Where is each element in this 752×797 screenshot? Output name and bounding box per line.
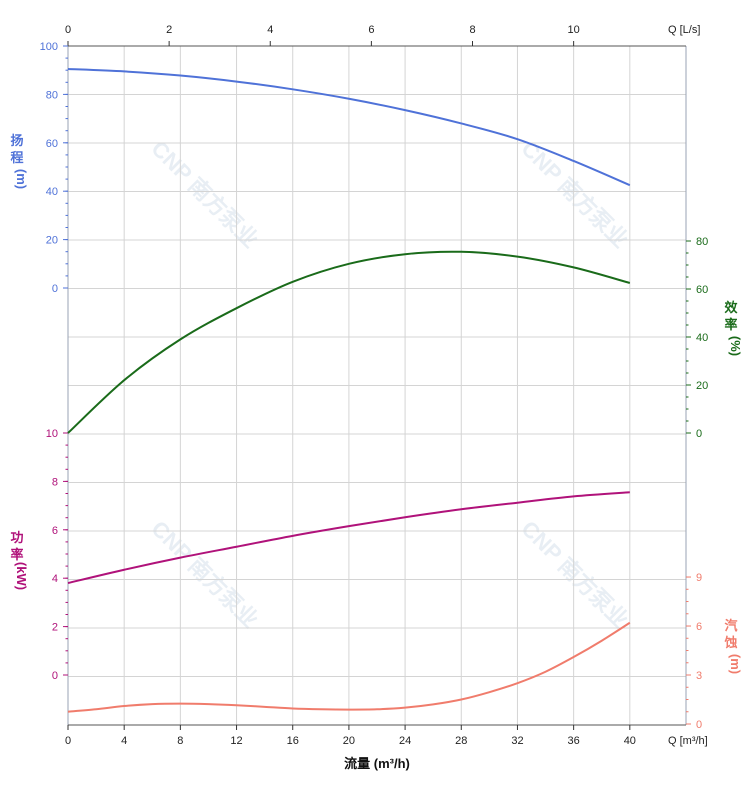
power-tick-label: 2 — [52, 622, 58, 634]
efficiency-tick-label: 80 — [696, 236, 708, 248]
power-label-char-2: 率 — [10, 547, 23, 562]
watermark-layer: CNP 南方泵业 CNP 南方泵业 CNP 南方泵业 CNP 南方泵业 — [146, 136, 633, 633]
watermark-2: CNP 南方泵业 — [146, 516, 263, 633]
power-label-char-1: 功 — [10, 530, 23, 545]
head-tick-label: 80 — [46, 89, 58, 101]
watermark-1: CNP 南方泵业 — [516, 136, 633, 253]
series-npsh-line — [67, 621, 631, 713]
head-label-char-1: 扬 — [10, 133, 23, 148]
x-tick-label-bottom: 12 — [230, 735, 242, 747]
head-label-char-2: 程 — [10, 150, 23, 165]
x-tick-label-top: 8 — [469, 24, 475, 36]
x-tick-label-bottom: 40 — [624, 735, 636, 747]
x-tick-label-top: 10 — [568, 24, 580, 36]
x-tick-label-bottom: 36 — [568, 735, 580, 747]
power-tick-label: 4 — [52, 573, 58, 585]
head-tick-label: 40 — [46, 186, 58, 198]
x-tick-label-bottom: 24 — [399, 735, 411, 747]
x-tick-label-bottom: 16 — [287, 735, 299, 747]
npsh-tick-label: 6 — [696, 621, 702, 633]
efficiency-label-unit: (%) — [728, 336, 743, 356]
efficiency-label-char-2: 率 — [724, 317, 737, 332]
x-tick-label-top: 2 — [166, 24, 172, 36]
head-tick-label: 100 — [40, 41, 58, 53]
npsh-label-char-1: 汽 — [724, 618, 737, 633]
x-tick-label-bottom: 4 — [121, 735, 127, 747]
x-tick-label-bottom: 20 — [343, 735, 355, 747]
npsh-tick-label: 9 — [696, 572, 702, 584]
power-label-unit: (kW) — [14, 562, 29, 590]
series-layer — [67, 67, 631, 713]
x-tick-label-bottom: 8 — [177, 735, 183, 747]
efficiency-tick-label: 40 — [696, 332, 708, 344]
x-tick-label-bottom: 32 — [511, 735, 523, 747]
power-tick-label: 8 — [52, 476, 58, 488]
head-tick-label: 60 — [46, 138, 58, 150]
head-tick-label: 0 — [52, 283, 58, 295]
x-tick-label-top: 4 — [267, 24, 273, 36]
x-tick-label-bottom: 0 — [65, 735, 71, 747]
power-tick-label: 10 — [46, 428, 58, 440]
series-head-line — [67, 67, 631, 187]
x-tick-label-top: 0 — [65, 24, 71, 36]
efficiency-tick-label: 0 — [696, 428, 702, 440]
power-tick-label: 6 — [52, 525, 58, 537]
head-tick-label: 20 — [46, 235, 58, 247]
x-tick-label-bottom: 28 — [455, 735, 467, 747]
npsh-tick-label: 0 — [696, 719, 702, 731]
series-power-line — [67, 491, 630, 585]
x-unit-top: Q [L/s] — [668, 24, 700, 36]
efficiency-tick-label: 20 — [696, 380, 708, 392]
axes: 0 4 8 12 16 20 24 28 32 36 40 Q [m³/h]0 2 4 6 8 10 Q [L/s… — [40, 24, 709, 747]
axis-labels: 扬程(m)效率(%)功率(kW)汽蚀(m)流量 (m³/h) — [10, 133, 743, 771]
npsh-label-char-2: 蚀 — [723, 635, 737, 650]
efficiency-tick-label: 60 — [696, 284, 708, 296]
power-tick-label: 0 — [52, 670, 58, 682]
efficiency-label-char-1: 效 — [724, 300, 738, 315]
npsh-tick-label: 3 — [696, 670, 702, 682]
x-unit-bottom: Q [m³/h] — [668, 735, 708, 747]
head-label-unit: (m) — [14, 169, 29, 189]
watermark-0: CNP 南方泵业 — [146, 136, 263, 253]
x-axis-title: 流量 (m³/h) — [344, 756, 410, 771]
x-tick-label-top: 6 — [368, 24, 374, 36]
npsh-label-unit: (m) — [728, 654, 743, 674]
watermark-3: CNP 南方泵业 — [516, 516, 633, 633]
series-efficiency-line — [67, 250, 631, 434]
